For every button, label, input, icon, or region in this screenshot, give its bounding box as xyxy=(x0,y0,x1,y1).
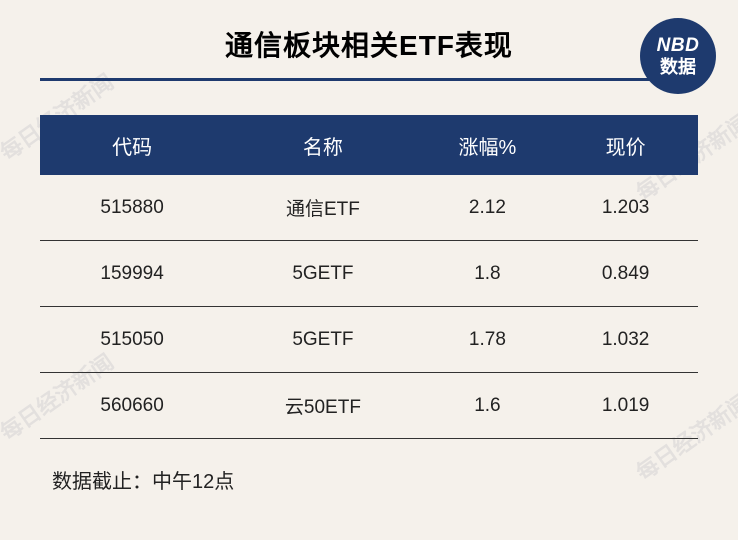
cell-change: 2.12 xyxy=(422,197,554,219)
badge-line2: 数据 xyxy=(660,57,696,78)
cell-price: 0.849 xyxy=(553,263,698,285)
footnote: 数据截止：中午12点 xyxy=(40,465,698,494)
cell-change: 1.8 xyxy=(422,263,554,285)
cell-code: 515880 xyxy=(40,197,224,219)
cell-change: 1.78 xyxy=(422,329,554,351)
cell-change: 1.6 xyxy=(422,395,554,417)
etf-table-card: 通信板块相关ETF表现 NBD 数据 代码 名称 涨幅% 现价 515880 通… xyxy=(0,0,738,524)
cell-name: 5GETF xyxy=(224,329,421,351)
cell-price: 1.019 xyxy=(553,395,698,417)
cell-price: 1.032 xyxy=(553,329,698,351)
table-row: 560660 云50ETF 1.6 1.019 xyxy=(40,373,698,439)
cell-name: 云50ETF xyxy=(224,392,421,419)
cell-name: 通信ETF xyxy=(224,194,421,221)
table-header: 代码 名称 涨幅% 现价 xyxy=(40,115,698,175)
badge-line1: NBD xyxy=(657,35,700,57)
table-row: 159994 5GETF 1.8 0.849 xyxy=(40,241,698,307)
cell-name: 5GETF xyxy=(224,263,421,285)
col-header-change: 涨幅% xyxy=(422,131,554,160)
header: 通信板块相关ETF表现 NBD 数据 xyxy=(40,24,698,81)
cell-price: 1.203 xyxy=(553,197,698,219)
etf-table: 代码 名称 涨幅% 现价 515880 通信ETF 2.12 1.203 159… xyxy=(40,115,698,439)
cell-code: 560660 xyxy=(40,395,224,417)
cell-code: 515050 xyxy=(40,329,224,351)
col-header-code: 代码 xyxy=(40,131,224,160)
cell-code: 159994 xyxy=(40,263,224,285)
table-row: 515880 通信ETF 2.12 1.203 xyxy=(40,175,698,241)
col-header-price: 现价 xyxy=(553,131,698,160)
table-row: 515050 5GETF 1.78 1.032 xyxy=(40,307,698,373)
page-title: 通信板块相关ETF表现 xyxy=(40,24,698,64)
col-header-name: 名称 xyxy=(224,131,421,160)
nbd-badge: NBD 数据 xyxy=(640,18,716,94)
